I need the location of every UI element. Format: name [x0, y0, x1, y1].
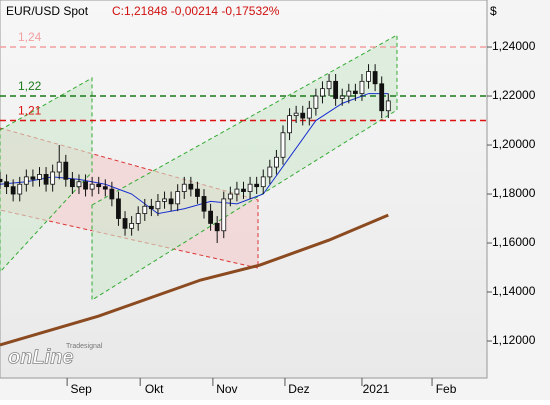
logo-small: Tradesignal — [66, 343, 103, 350]
quote: C:1,21848 -0,00214 -0,17532% — [112, 4, 280, 18]
candle-body — [37, 174, 42, 180]
y-tick-label: 1,20000 — [492, 137, 536, 151]
candle-body — [181, 183, 187, 192]
y-tick-label: 1,22000 — [492, 88, 536, 102]
candle-body — [372, 71, 378, 85]
candle-body — [63, 161, 69, 180]
chart-title: EUR/USD Spot — [6, 4, 89, 18]
candle-body — [155, 200, 161, 210]
candle-body — [221, 198, 227, 232]
candle-body — [168, 198, 174, 205]
candle-body — [175, 191, 181, 205]
level-label: 1,22 — [18, 79, 42, 93]
candle-body — [227, 193, 233, 200]
candle-body — [10, 186, 16, 195]
candle-body — [300, 112, 306, 119]
candle-body — [30, 176, 36, 180]
candle-body — [293, 112, 299, 117]
candle-body — [267, 166, 273, 178]
candle-body — [76, 181, 82, 188]
candle-body — [359, 80, 365, 94]
candle-body — [247, 183, 253, 192]
x-tick-label: Feb — [436, 382, 457, 396]
candle-body — [333, 80, 339, 99]
candle-body — [195, 188, 200, 197]
candle-body — [313, 95, 319, 109]
candle-body — [208, 210, 213, 224]
candle-body — [214, 223, 220, 232]
y-tick-label: 1,16000 — [492, 235, 536, 249]
candle-body — [89, 183, 95, 190]
candle-body — [23, 176, 29, 185]
candle-body — [69, 178, 75, 188]
x-tick-label: Nov — [216, 382, 237, 396]
candle-body — [260, 176, 266, 188]
y-tick-label: 1,18000 — [492, 186, 536, 200]
candle-body — [352, 90, 358, 94]
candle-body — [122, 218, 128, 229]
x-tick-label: Sep — [70, 382, 92, 396]
candle-body — [320, 88, 325, 97]
candle-body — [56, 161, 62, 173]
candle-body — [0, 178, 3, 183]
candle-body — [17, 183, 23, 195]
level-label: 1,21 — [18, 104, 42, 118]
level-label: 1,24 — [18, 30, 42, 44]
up-channel — [91, 34, 398, 301]
candle-body — [379, 83, 385, 112]
y-tick-label: 1,14000 — [492, 284, 536, 298]
x-tick-label: 2021 — [363, 382, 390, 396]
candle-body — [326, 80, 332, 90]
candle-body — [116, 198, 121, 219]
x-tick-label: Okt — [145, 382, 164, 396]
x-tick-label: Dez — [288, 382, 309, 396]
candle-body — [339, 95, 345, 99]
candle-body — [43, 174, 49, 185]
candle-body — [366, 71, 371, 82]
candle-body — [129, 223, 135, 229]
candle-body — [241, 188, 246, 192]
candle-body — [162, 198, 167, 202]
candle-body — [109, 188, 115, 200]
candle-body — [135, 213, 141, 224]
candle-body — [274, 156, 279, 168]
candle-body — [280, 132, 286, 158]
logo: onLine — [8, 346, 74, 368]
candle-body — [254, 183, 260, 188]
candle-body — [83, 181, 88, 190]
candle-body — [234, 188, 240, 195]
y-tick-label: 1,24000 — [492, 39, 536, 53]
candle-body — [142, 205, 148, 215]
candle-body — [148, 205, 154, 210]
candle-body — [50, 171, 56, 185]
candle-body — [96, 183, 102, 188]
candle-body — [4, 181, 9, 188]
candle-body — [102, 186, 108, 190]
candle-body — [201, 196, 207, 212]
moving-average — [0, 213, 389, 347]
candle-body — [188, 183, 194, 190]
candle-body — [287, 115, 292, 134]
y-tick-label: 1,12000 — [492, 333, 536, 347]
currency: $ — [490, 4, 497, 18]
candle-body — [385, 100, 391, 112]
candle-body — [346, 90, 352, 97]
candle-body — [306, 107, 312, 119]
